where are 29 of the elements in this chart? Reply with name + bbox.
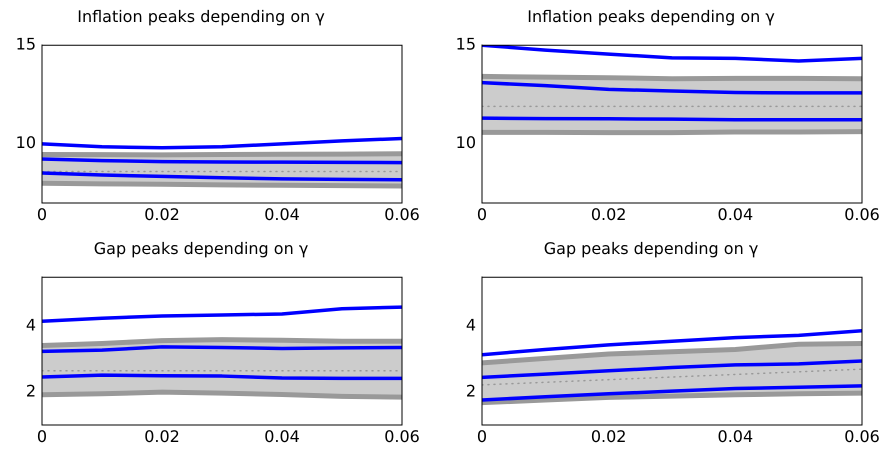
y-tick-label: 2	[466, 381, 476, 400]
x-tick-label: 0.04	[264, 426, 300, 446]
x-tick-label: 0.06	[844, 426, 880, 446]
y-tick-label: 15	[16, 34, 36, 54]
line-series	[482, 368, 862, 386]
x-tick-label: 0.06	[844, 204, 880, 224]
x-tick-label: 0.02	[590, 204, 626, 224]
x-tick-label: 0.02	[590, 426, 626, 446]
x-tick-label: 0	[476, 204, 488, 224]
x-tick-label: 0.06	[384, 426, 420, 446]
chart-title: Inflation peaks depending on γ	[527, 6, 775, 26]
x-tick-label: 0	[36, 426, 48, 446]
y-tick-label: 10	[456, 132, 476, 152]
y-tick-label: 15	[456, 34, 476, 54]
x-tick-label: 0.02	[144, 426, 180, 446]
x-tick-label: 0.04	[718, 426, 754, 446]
x-tick-label: 0	[476, 426, 488, 446]
chart-title: Inflation peaks depending on γ	[77, 6, 325, 26]
x-tick-label: 0.02	[144, 204, 180, 224]
y-tick-label: 2	[26, 381, 36, 400]
x-tick-label: 0.04	[718, 204, 754, 224]
y-tick-label: 10	[16, 132, 36, 152]
y-tick-label: 4	[466, 316, 476, 335]
x-tick-label: 0	[36, 204, 48, 224]
y-tick-label: 4	[26, 316, 36, 335]
x-tick-label: 0.04	[264, 204, 300, 224]
x-tick-label: 0.06	[384, 204, 420, 224]
chart-title: Gap peaks depending on γ	[94, 238, 308, 258]
chart-title: Gap peaks depending on γ	[544, 238, 758, 258]
